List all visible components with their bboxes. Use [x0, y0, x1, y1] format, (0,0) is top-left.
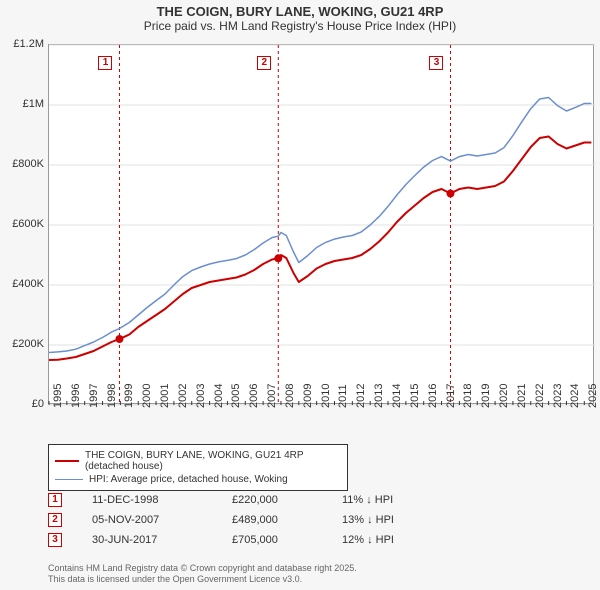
x-tick-label: 2015 — [409, 384, 421, 408]
event-diff: 13% ↓ HPI — [342, 514, 432, 526]
x-tick-label: 1998 — [106, 384, 118, 408]
event-date: 05-NOV-2007 — [92, 514, 202, 526]
legend: THE COIGN, BURY LANE, WOKING, GU21 4RP (… — [48, 444, 348, 491]
chart-title: THE COIGN, BURY LANE, WOKING, GU21 4RP — [0, 0, 600, 19]
legend-label-1: THE COIGN, BURY LANE, WOKING, GU21 4RP (… — [85, 450, 341, 472]
event-price: £489,000 — [232, 514, 312, 526]
y-tick-label: £0 — [32, 398, 44, 410]
event-row: 1 11-DEC-1998 £220,000 11% ↓ HPI — [48, 490, 432, 510]
x-tick-label: 2019 — [480, 384, 492, 408]
event-price: £705,000 — [232, 534, 312, 546]
footer-attribution: Contains HM Land Registry data © Crown c… — [48, 563, 357, 586]
x-tick-label: 2025 — [587, 384, 599, 408]
x-tick-label: 2018 — [462, 384, 474, 408]
x-tick-label: 2022 — [534, 384, 546, 408]
chart-subtitle: Price paid vs. HM Land Registry's House … — [0, 19, 600, 37]
y-tick-label: £200K — [12, 338, 44, 350]
y-tick-label: £600K — [12, 218, 44, 230]
x-tick-label: 2000 — [141, 384, 153, 408]
legend-label-2: HPI: Average price, detached house, Woki… — [89, 474, 288, 485]
x-tick-label: 1995 — [52, 384, 64, 408]
x-tick-label: 2009 — [302, 384, 314, 408]
event-marker-box: 3 — [429, 56, 443, 70]
events-table: 1 11-DEC-1998 £220,000 11% ↓ HPI 2 05-NOV-200… — [48, 490, 432, 550]
event-marker-box: 2 — [257, 56, 271, 70]
x-tick-label: 2007 — [266, 384, 278, 408]
x-tick-label: 2001 — [159, 384, 171, 408]
x-tick-label: 2023 — [552, 384, 564, 408]
x-tick-label: 1996 — [70, 384, 82, 408]
x-tick-label: 1997 — [88, 384, 100, 408]
x-tick-label: 2020 — [498, 384, 510, 408]
x-tick-label: 2004 — [213, 384, 225, 408]
event-row: 3 30-JUN-2017 £705,000 12% ↓ HPI — [48, 530, 432, 550]
chart-svg — [49, 45, 595, 405]
event-row: 2 05-NOV-2007 £489,000 13% ↓ HPI — [48, 510, 432, 530]
y-tick-label: £800K — [12, 158, 44, 170]
event-marker-box: 1 — [48, 493, 62, 507]
event-date: 30-JUN-2017 — [92, 534, 202, 546]
x-tick-label: 2002 — [177, 384, 189, 408]
footer-line-2: This data is licensed under the Open Gov… — [48, 574, 357, 586]
event-date: 11-DEC-1998 — [92, 494, 202, 506]
x-tick-label: 2017 — [445, 384, 457, 408]
x-tick-label: 2011 — [337, 384, 349, 408]
event-price: £220,000 — [232, 494, 312, 506]
x-tick-label: 2012 — [355, 384, 367, 408]
event-diff: 11% ↓ HPI — [342, 494, 432, 506]
y-tick-label: £400K — [12, 278, 44, 290]
legend-row-series-2: HPI: Average price, detached house, Woki… — [55, 473, 341, 486]
y-tick-label: £1.2M — [13, 38, 44, 50]
legend-swatch-2 — [55, 479, 83, 480]
chart-plot-area — [48, 44, 594, 404]
x-tick-label: 2013 — [373, 384, 385, 408]
x-tick-label: 2014 — [391, 384, 403, 408]
event-diff: 12% ↓ HPI — [342, 534, 432, 546]
x-tick-label: 2010 — [320, 384, 332, 408]
legend-swatch-1 — [55, 460, 79, 462]
event-marker-box: 3 — [48, 533, 62, 547]
event-marker-box: 2 — [48, 513, 62, 527]
legend-row-series-1: THE COIGN, BURY LANE, WOKING, GU21 4RP (… — [55, 449, 341, 473]
x-tick-label: 2003 — [195, 384, 207, 408]
x-tick-label: 2005 — [230, 384, 242, 408]
x-tick-label: 2006 — [248, 384, 260, 408]
x-tick-label: 2021 — [516, 384, 528, 408]
x-tick-label: 2024 — [569, 384, 581, 408]
event-marker-box: 1 — [98, 56, 112, 70]
footer-line-1: Contains HM Land Registry data © Crown c… — [48, 563, 357, 575]
y-tick-label: £1M — [23, 98, 44, 110]
x-tick-label: 2008 — [284, 384, 296, 408]
x-tick-label: 2016 — [427, 384, 439, 408]
x-tick-label: 1999 — [123, 384, 135, 408]
